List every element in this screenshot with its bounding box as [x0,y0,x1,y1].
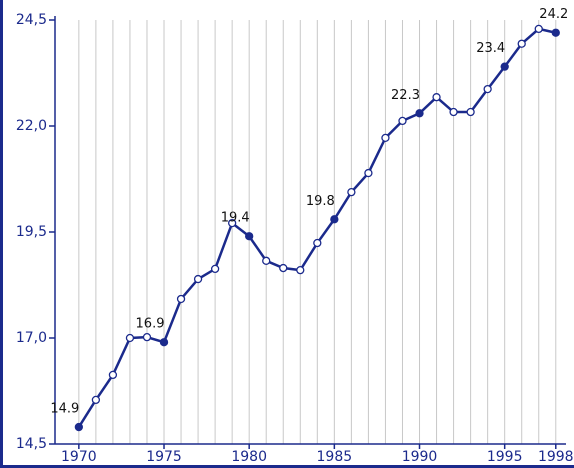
x-tick-label: 1970 [61,449,97,465]
marker [517,39,526,48]
x-tick-label: 1985 [317,449,353,465]
marker [176,294,186,304]
y-tick-label: 17,0 [16,330,47,346]
y-tick-label: 24,5 [16,12,47,28]
marker [193,274,203,284]
y-tick-label: 19,5 [16,224,47,240]
x-tick-label: 1995 [487,449,523,465]
marker [125,333,135,343]
marker [330,215,339,224]
page-border [0,465,574,468]
marker [381,133,390,143]
marker [245,232,254,241]
marker [74,422,83,432]
x-tick-label: 1980 [231,449,267,465]
marker [347,187,356,197]
data-label: 14.9 [50,402,79,417]
marker [159,338,169,347]
marker [313,238,322,248]
marker [364,168,373,178]
marker [449,107,458,117]
marker [91,395,101,405]
marker [108,370,118,380]
marker [296,266,305,275]
data-label: 16.9 [136,317,165,332]
marker [279,263,288,273]
x-tick-label: 1998 [538,449,574,465]
data-label: 24.2 [539,7,568,22]
marker [483,84,492,94]
y-tick-label: 22,0 [16,118,47,134]
marker [398,116,407,126]
x-tick-label: 1975 [146,449,182,465]
marker [500,62,509,71]
data-label: 19.8 [306,194,335,209]
data-label: 19.4 [221,211,250,226]
marker [466,107,475,117]
marker [432,93,441,102]
x-tick-label: 1990 [402,449,438,465]
data-label: 22.3 [391,88,420,103]
marker [227,218,237,228]
data-label: 23.4 [476,41,505,56]
marker [551,28,560,37]
marker [210,264,220,274]
marker [415,109,424,118]
marker [142,333,152,342]
page-border [0,0,3,468]
marker [534,24,543,34]
y-tick-label: 14,5 [16,436,47,452]
marker [262,256,271,265]
